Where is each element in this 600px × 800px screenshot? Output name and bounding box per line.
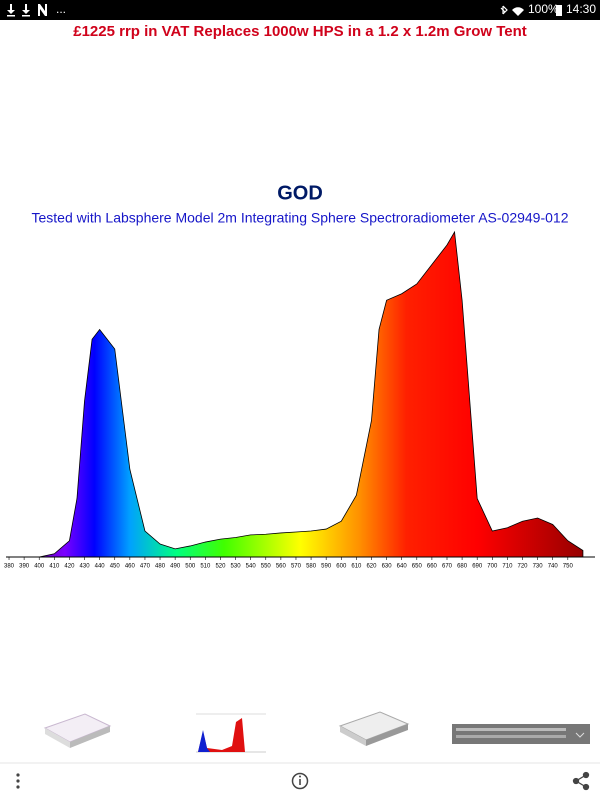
banner: £1225 rrp in VAT Replaces 1000w HPS in a… bbox=[73, 23, 527, 40]
x-tick-label: 420 bbox=[64, 564, 75, 570]
x-tick-label: 540 bbox=[246, 564, 257, 570]
x-tick-label: 490 bbox=[170, 564, 181, 570]
x-tick-label: 720 bbox=[517, 564, 528, 570]
thumbnail-light-2[interactable] bbox=[338, 711, 410, 746]
x-tick-label: 710 bbox=[502, 564, 513, 570]
x-tick-label: 460 bbox=[125, 564, 136, 570]
spectrum-area bbox=[9, 230, 584, 558]
x-tick-label: 730 bbox=[533, 564, 544, 570]
x-tick-label: 620 bbox=[366, 564, 377, 570]
x-tick-label: 410 bbox=[49, 564, 60, 570]
x-tick-label: 700 bbox=[487, 564, 498, 570]
x-tick-label: 630 bbox=[382, 564, 393, 570]
x-tick-label: 690 bbox=[472, 564, 483, 570]
x-tick-label: 600 bbox=[336, 564, 347, 570]
x-tick-label: 610 bbox=[351, 564, 362, 570]
x-tick-label: 670 bbox=[442, 564, 453, 570]
battery: 100% bbox=[528, 2, 559, 16]
x-tick-label: 380 bbox=[4, 564, 15, 570]
x-tick-label: 560 bbox=[276, 564, 287, 570]
share-button[interactable] bbox=[572, 771, 590, 791]
x-tick-label: 680 bbox=[457, 564, 468, 570]
x-tick-label: 550 bbox=[261, 564, 272, 570]
thumbnail-light-1[interactable] bbox=[43, 713, 112, 748]
menu-button[interactable] bbox=[16, 773, 20, 789]
chart-subtitle: Tested with Labsphere Model 2m Integrati… bbox=[32, 210, 569, 226]
x-tick-label: 750 bbox=[563, 564, 574, 570]
chart-title: GOD bbox=[277, 182, 323, 204]
x-tick-label: 480 bbox=[155, 564, 166, 570]
spectrum-chart: 380 390 400 410 420 430 440 450 460 470 480 490 500 5… bbox=[4, 230, 595, 570]
clock: 14:30 bbox=[566, 2, 596, 16]
status-icons bbox=[7, 4, 562, 17]
x-tick-label: 440 bbox=[95, 564, 106, 570]
x-tick-label: 660 bbox=[427, 564, 438, 570]
status-text: ... bbox=[56, 2, 66, 16]
x-tick-label: 640 bbox=[397, 564, 408, 570]
thumbnail-chart[interactable] bbox=[196, 713, 266, 753]
x-tick-label: 510 bbox=[200, 564, 211, 570]
x-tick-label: 740 bbox=[548, 564, 559, 570]
x-tick-label: 450 bbox=[110, 564, 121, 570]
x-tick-label: 500 bbox=[185, 564, 196, 570]
x-tick-label: 400 bbox=[34, 564, 45, 570]
x-tick-label: 650 bbox=[412, 564, 423, 570]
x-tick-label: 530 bbox=[231, 564, 242, 570]
x-tick-label: 430 bbox=[80, 564, 91, 570]
x-tick-label: 590 bbox=[321, 564, 332, 570]
thumbnail-table[interactable] bbox=[452, 724, 590, 744]
x-tick-label: 570 bbox=[291, 564, 302, 570]
x-tick-label: 470 bbox=[140, 564, 151, 570]
info-button[interactable] bbox=[291, 772, 309, 790]
x-tick-label: 390 bbox=[19, 564, 30, 570]
status-bar bbox=[0, 0, 600, 20]
x-tick-label: 520 bbox=[215, 564, 226, 570]
x-tick-label: 580 bbox=[306, 564, 317, 570]
